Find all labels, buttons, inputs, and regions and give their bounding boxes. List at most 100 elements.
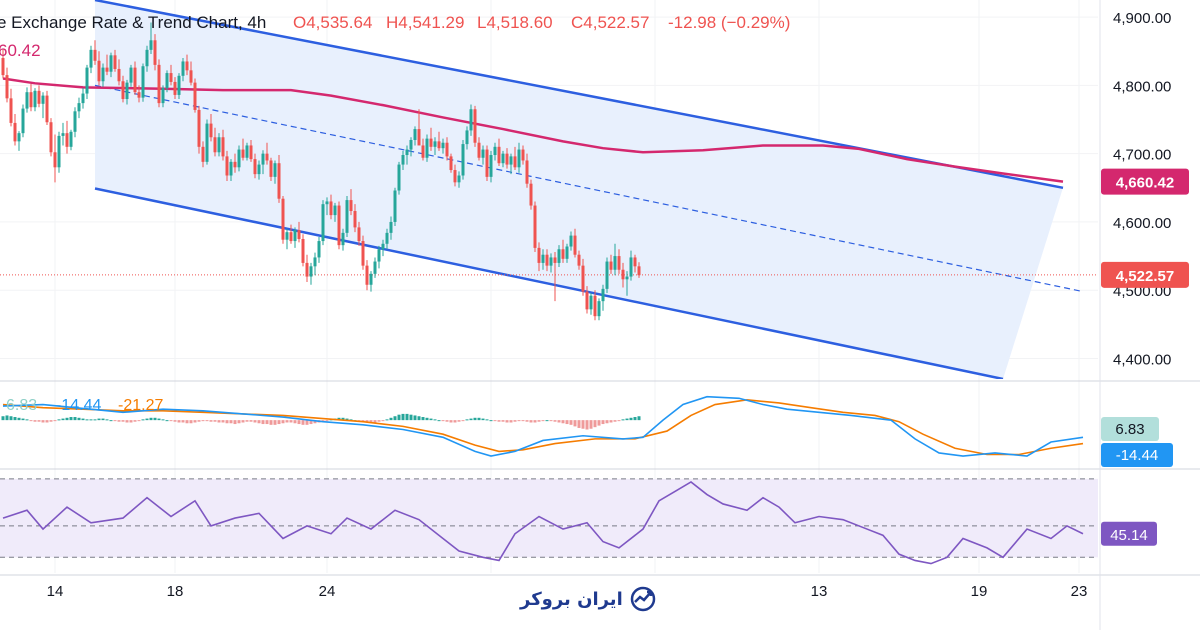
candle-body	[333, 205, 337, 216]
candle-body	[313, 257, 317, 267]
candle-body	[5, 75, 9, 99]
candle-body	[341, 232, 345, 246]
macd-histogram-bar	[437, 420, 441, 422]
candle-body	[77, 103, 81, 112]
candle-body	[329, 201, 333, 216]
macd-histogram-bar	[89, 419, 93, 421]
macd-histogram-bar	[497, 420, 501, 422]
candle-body	[473, 109, 477, 143]
candle-body	[309, 266, 313, 277]
candle-body	[581, 265, 585, 292]
candle-body	[601, 288, 605, 302]
logo-mark-icon	[630, 586, 655, 612]
ohlc-low: L4,518.60	[477, 13, 553, 32]
ma-price-tag	[1101, 168, 1189, 195]
macd-value-tag	[1101, 417, 1159, 441]
macd-histogram-bar	[589, 420, 593, 429]
candle-body	[73, 111, 77, 132]
rsi-value-tag-label: 45.14	[1110, 527, 1148, 544]
x-tick-label: 13	[811, 583, 828, 600]
candle-body	[521, 149, 525, 161]
macd-legend-macd: 6.83	[6, 397, 37, 414]
macd-histogram-bar	[101, 418, 105, 421]
macd-histogram-bar	[337, 417, 341, 421]
macd-histogram-bar	[393, 416, 397, 421]
macd-histogram-bar	[45, 420, 49, 423]
macd-histogram-bar	[609, 420, 613, 423]
macd-histogram-bar	[125, 420, 129, 423]
macd-histogram-bar	[373, 420, 377, 423]
candle-body	[477, 142, 481, 158]
candle-body	[149, 40, 153, 50]
macd-histogram-bar	[533, 420, 537, 423]
macd-histogram-bar	[601, 420, 605, 425]
last-price-tag	[1101, 261, 1189, 288]
macd-histogram-bar	[425, 417, 429, 421]
candle-body	[189, 70, 193, 83]
ohlc-open: O4,535.64	[293, 13, 372, 32]
moving-average-line	[2, 77, 1064, 183]
macd-histogram-bar	[233, 420, 237, 425]
candle-body	[637, 266, 641, 276]
macd-histogram-bar	[433, 419, 437, 421]
macd-histogram-bar	[77, 417, 81, 421]
candle-body	[301, 239, 305, 263]
candle-body	[133, 67, 137, 93]
candle-body	[453, 170, 457, 183]
candle-body	[209, 123, 213, 138]
candle-body	[529, 183, 533, 206]
candle-body	[101, 67, 105, 82]
candle-body	[161, 88, 165, 104]
candle-body	[533, 205, 537, 248]
macd-histogram-bar	[17, 417, 21, 421]
macd-histogram-bar	[253, 420, 257, 423]
candle-body	[461, 144, 465, 176]
macd-histogram-bar	[469, 418, 473, 421]
macd-histogram-bar	[565, 420, 569, 425]
macd-histogram-bar	[137, 420, 141, 422]
candle-body	[433, 141, 437, 147]
y-tick-label: 4,900.00	[1113, 10, 1171, 27]
macd-histogram-bar	[569, 420, 573, 425]
macd-histogram-bar	[257, 420, 261, 424]
candle-body	[153, 40, 157, 65]
candle-body	[625, 276, 629, 280]
macd-histogram-bar	[549, 420, 553, 422]
macd-histogram-bar	[117, 420, 121, 422]
ohlc-close: C4,522.57	[571, 13, 649, 32]
macd-histogram-bar	[1, 416, 5, 421]
macd-histogram-bar	[625, 418, 629, 421]
macd-histogram-bar	[185, 420, 189, 424]
candle-body	[549, 257, 553, 266]
macd-histogram-bar	[133, 420, 137, 422]
candle-body	[273, 163, 277, 177]
macd-histogram-bar	[141, 419, 145, 421]
candle-body	[113, 55, 117, 69]
channel-lower-line	[94, 187, 1004, 379]
candle-body	[361, 241, 365, 266]
candle-body	[617, 256, 621, 270]
candle-body	[345, 200, 349, 233]
candle-body	[305, 262, 309, 277]
candle-body	[509, 156, 513, 165]
macd-histogram-bar	[113, 420, 117, 422]
x-tick-label: 24	[319, 583, 336, 600]
candle-body	[553, 257, 557, 263]
candle-body	[517, 149, 521, 168]
candle-body	[265, 153, 269, 161]
candle-body	[557, 249, 561, 263]
x-tick-label: 23	[1071, 583, 1088, 600]
last-price-tag-label: 4,522.57	[1116, 268, 1174, 285]
macd-histogram-bar	[605, 420, 609, 424]
ma-value-label: 60.42	[0, 41, 41, 60]
candle-body	[25, 92, 29, 109]
chart-title: e Exchange Rate & Trend Chart, 4h	[0, 13, 266, 32]
macd-histogram-bar	[165, 420, 169, 422]
macd-histogram-bar	[509, 420, 513, 423]
candle-body	[561, 249, 565, 259]
candle-body	[337, 205, 341, 246]
candle-body	[229, 161, 233, 176]
macd-histogram-bar	[313, 420, 317, 424]
candle-body	[237, 149, 241, 168]
candle-body	[109, 55, 113, 72]
